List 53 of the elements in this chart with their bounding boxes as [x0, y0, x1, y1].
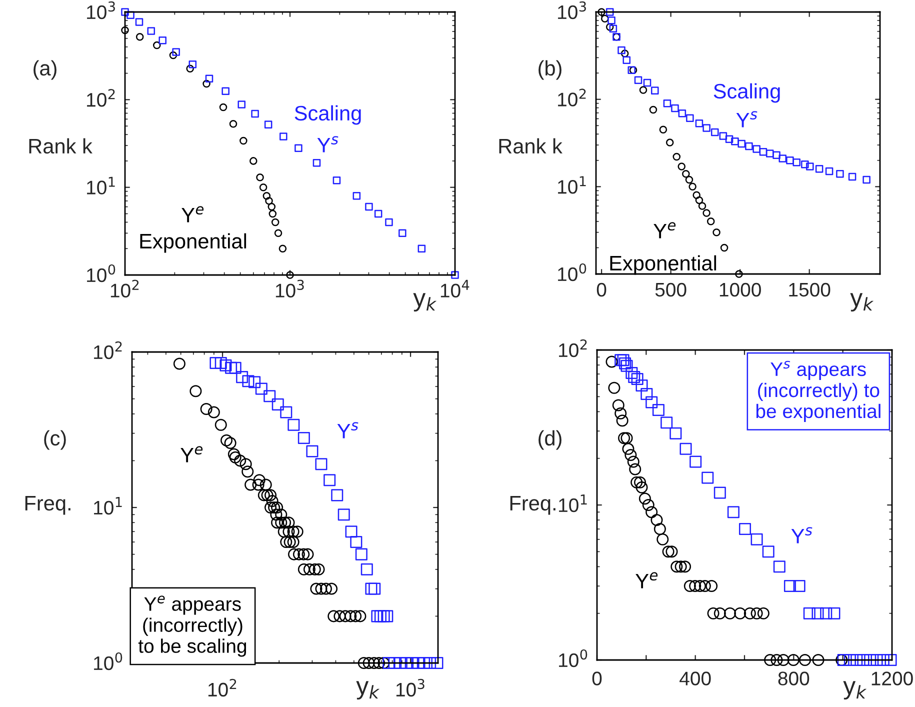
x-tick-label: 500: [655, 282, 686, 297]
x-tick-label: 10$^{2}$: [110, 280, 139, 298]
annotation: Y$^{e}$: [182, 206, 204, 222]
y-tick-label: 10$^{1}$: [558, 176, 586, 194]
x-axis-title: y$_{k}$: [356, 681, 380, 700]
annotation: Y$^{e}$: [654, 222, 676, 238]
y-tick-label: 10$^{2}$: [94, 341, 122, 360]
x-tick-label: 10$^{2}$: [208, 678, 236, 697]
y-axis-title: Rank k: [29, 138, 92, 154]
annotation: Scaling: [294, 105, 361, 125]
y-tick-label: 10$^{0}$: [94, 652, 122, 670]
x-tick-label: 10$^{4}$: [440, 280, 470, 298]
annotation: Y$^{s}$: [791, 527, 812, 544]
x-tick-label: 1200: [872, 672, 913, 686]
text: (b): [538, 60, 562, 80]
y-tick-label: 10$^{2}$: [558, 88, 586, 106]
x-axis-title: y$_{k}$: [413, 293, 437, 312]
y-tick-label: 10$^{0}$: [87, 264, 116, 282]
annotation: Scaling: [714, 83, 780, 103]
annotation: Exponential: [610, 255, 716, 275]
y-tick-label: 10$^{0}$: [559, 649, 588, 668]
y-tick-label: 10$^{1}$: [87, 176, 115, 194]
y-axis-title: Rank k: [499, 138, 562, 154]
annotation: Y$^{e}$: [180, 446, 203, 462]
x-tick-label: 10$^{3}$: [276, 280, 304, 298]
y-tick-label: 10$^{1}$: [94, 497, 122, 515]
x-axis-title: y$_{k}$: [850, 293, 874, 312]
x-tick-label: 1000: [720, 282, 761, 297]
y-tick-label: 10$^{1}$: [559, 494, 587, 512]
x-tick-label: 800: [778, 672, 810, 686]
y-tick-label: 10$^{3}$: [87, 1, 115, 20]
y-axis-title: Freq.: [510, 496, 556, 515]
x-tick-label: 0: [596, 282, 606, 297]
x-tick-label: 0: [592, 672, 602, 686]
annotation: Exponential: [140, 233, 246, 253]
text: (d): [538, 430, 562, 450]
annotation: Y$^{e}$ appears (incorrectly) to be scaling: [138, 596, 246, 657]
annotation: Y$^{s}$: [317, 136, 338, 152]
text: (c): [44, 430, 66, 450]
y-axis-title: Freq.: [25, 496, 70, 515]
x-axis-title: y$_{k}$: [843, 681, 867, 700]
y-tick-label: 10$^{2}$: [559, 339, 587, 358]
y-tick-label: 10$^{0}$: [558, 263, 586, 282]
annotation: Y$^{s}$: [337, 422, 358, 438]
x-tick-label: 400: [680, 672, 711, 686]
y-tick-label: 10$^{2}$: [87, 89, 115, 107]
x-tick-label: 1500: [789, 282, 830, 297]
annotation: Y$^{e}$: [636, 572, 658, 588]
annotation: Y$^{s}$: [736, 111, 758, 128]
text: (a): [34, 60, 56, 80]
y-tick-label: 10$^{3}$: [558, 1, 586, 20]
annotation: Y$^{s}$ appears (incorrectly) to be exponential: [756, 360, 880, 422]
x-tick-label: 10$^{3}$: [396, 678, 424, 697]
